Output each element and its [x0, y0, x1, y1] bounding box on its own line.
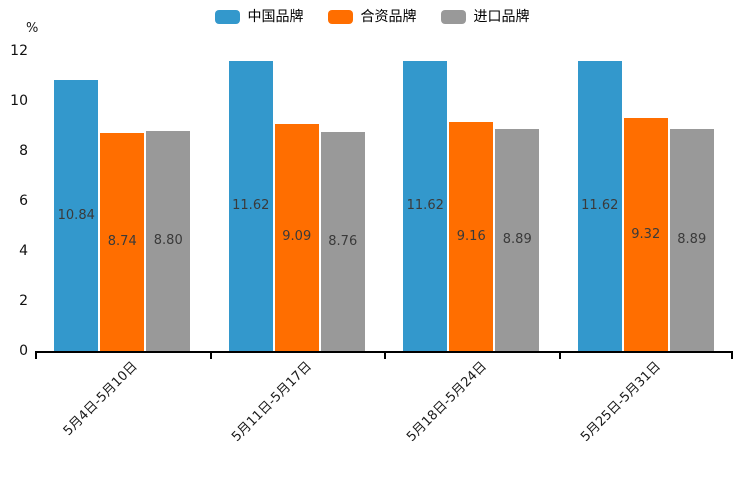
legend-item-0[interactable]: 中国品牌: [214, 8, 304, 26]
bar-series1-cat1: 9.09: [274, 123, 319, 351]
bar-value-label: 11.62: [232, 197, 270, 213]
bar-value-label: 11.62: [406, 197, 444, 213]
x-tick-label: 5月11日-5月17日: [229, 359, 316, 445]
y-tick-label: 2: [19, 293, 28, 309]
bar-value-label: 8.89: [677, 231, 707, 247]
bar-series0-cat1: 11.62: [228, 60, 273, 351]
chart-legend: 中国品牌 合资品牌 进口品牌: [0, 8, 744, 26]
y-tick-label: 4: [19, 243, 28, 259]
legend-swatch-icon: [327, 10, 353, 24]
bar-series2-cat3: 8.89: [669, 128, 714, 351]
bar-value-label: 8.80: [153, 233, 183, 248]
bar-value-label: 9.32: [631, 226, 661, 242]
bar-series1-cat3: 9.32: [623, 118, 668, 351]
x-axis-tick: [209, 353, 212, 359]
bar-value-label: 9.09: [282, 229, 312, 245]
bar-series0-cat0: 10.84: [54, 80, 99, 351]
bar-value-label: 8.76: [328, 233, 358, 249]
legend-item-2[interactable]: 进口品牌: [440, 8, 530, 26]
bar-series1-cat2: 9.16: [449, 122, 494, 351]
bar-value-label: 8.89: [502, 231, 532, 247]
bar-series2-cat0: 8.80: [146, 131, 191, 351]
x-tick-label: 5月18日-5月24日: [404, 359, 490, 445]
bar-value-label: 8.74: [107, 233, 137, 249]
x-axis-tick: [558, 353, 561, 359]
bar-series2-cat2: 8.89: [495, 128, 540, 351]
bar-series2-cat1: 8.76: [320, 132, 365, 351]
legend-label: 中国品牌: [247, 9, 304, 25]
y-tick-label: 8: [19, 143, 28, 159]
y-axis-unit-label: %: [26, 21, 39, 36]
x-axis-tick: [384, 353, 386, 359]
x-axis-tick: [731, 353, 733, 359]
legend-swatch-icon: [214, 10, 240, 24]
bar-value-label: 10.84: [57, 207, 95, 223]
x-axis-tick: [35, 353, 37, 359]
bar-series1-cat0: 8.74: [100, 132, 145, 351]
bar-series0-cat2: 11.62: [403, 60, 448, 351]
legend-item-1[interactable]: 合资品牌: [327, 8, 417, 26]
x-tick-label: 5月4日-5月10日: [60, 359, 141, 439]
x-tick-label: 5月25日-5月31日: [578, 359, 665, 445]
y-tick-label: 6: [19, 193, 28, 209]
bar-value-label: 9.16: [456, 228, 486, 244]
legend-swatch-icon: [440, 10, 466, 24]
bar-series0-cat3: 11.62: [577, 60, 622, 351]
plot-area: 10.84 8.74 8.80 5月4日-5月10日 11.62 9.09 8.76 5月11…: [35, 51, 733, 445]
legend-label: 合资品牌: [360, 9, 417, 25]
bar-value-label: 11.62: [581, 197, 619, 213]
y-tick-label: 0: [19, 343, 28, 359]
legend-label: 进口品牌: [473, 9, 530, 25]
y-tick-label: 10: [10, 93, 28, 109]
y-tick-label: 12: [10, 43, 28, 59]
